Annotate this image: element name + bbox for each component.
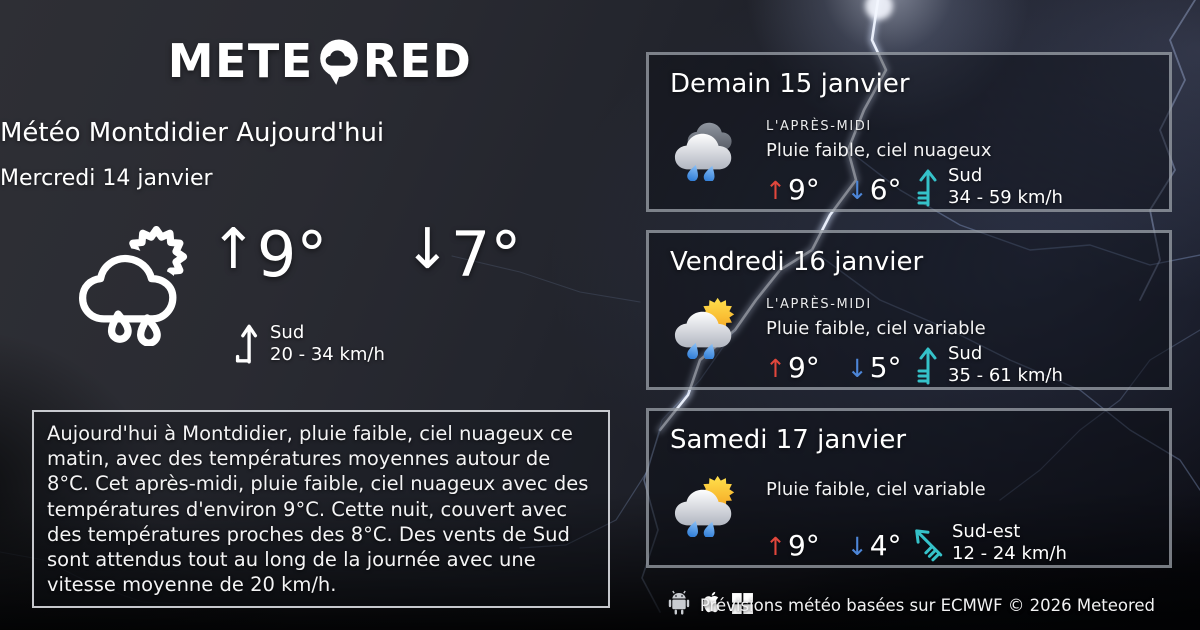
temp-up-arrow-icon (765, 532, 786, 561)
forecast-card-vendredi[interactable]: Vendredi 16 janvier L'APRÈS-MIDI Pluie f… (646, 230, 1172, 390)
card-wind: Sud 34 - 59 km/h (913, 165, 1063, 209)
wind-direction: Sud (948, 343, 983, 364)
period-label: L'APRÈS-MIDI (766, 297, 872, 312)
header: METE RED (0, 0, 640, 88)
wind-barb-icon (235, 324, 258, 364)
android-icon[interactable] (667, 590, 691, 616)
wind-direction: Sud-est (952, 521, 1021, 542)
wind-barb-icon (913, 165, 939, 209)
card-title: Samedi 17 janvier (670, 425, 907, 455)
temp-up-arrow-icon (210, 218, 257, 282)
platform-icons (667, 590, 754, 616)
temp-up-arrow-icon (765, 354, 786, 383)
logo-text-right: RED (362, 34, 473, 88)
meteored-logo[interactable]: METE RED (0, 34, 640, 88)
sun-behind-rain-cloud-icon (78, 226, 188, 346)
rain-cloud-icon (669, 115, 743, 181)
temp-down-arrow-icon (404, 218, 451, 282)
temps: 9° 5° (765, 351, 902, 384)
wind-speed: 34 - 59 km/h (948, 187, 1063, 208)
wind-speed: 12 - 24 km/h (952, 543, 1067, 564)
apple-icon[interactable] (700, 590, 722, 616)
date-subtitle: Mercredi 14 janvier (0, 166, 213, 191)
wind-speed: 35 - 61 km/h (948, 365, 1063, 386)
weather-summary: Aujourd'hui à Montdidier, pluie faible, … (32, 410, 610, 609)
condition-text: Pluie faible, ciel variable (766, 479, 986, 500)
wind-barb-southeast-icon (913, 524, 943, 563)
today-wind-speed: 20 - 34 km/h (270, 344, 385, 365)
attribution-text: Prévisions météo basées sur ECMWF © 2026… (699, 596, 1155, 615)
temp-up-arrow-icon (765, 176, 786, 205)
sun-rain-cloud-icon (669, 471, 743, 537)
forecast-card-demain[interactable]: Demain 15 janvier L'APRÈS-MIDI Pluie fai… (646, 52, 1172, 212)
card-title: Vendredi 16 janvier (670, 247, 924, 277)
forecast-card-samedi[interactable]: Samedi 17 janvier Pluie faible, ciel var… (646, 408, 1172, 568)
temp-down-arrow-icon (847, 354, 868, 383)
cloud-speech-bubble-icon (319, 39, 358, 85)
today-wind-direction: Sud (270, 322, 305, 343)
card-title: Demain 15 janvier (670, 69, 910, 99)
card-wind: Sud-est 12 - 24 km/h (913, 521, 1067, 565)
today-temp-min: 7° (404, 218, 521, 291)
temp-down-arrow-icon (847, 176, 868, 205)
period-label: L'APRÈS-MIDI (766, 119, 872, 134)
card-wind: Sud 35 - 61 km/h (913, 343, 1063, 387)
page-title: Météo Montdidier Aujourd'hui (0, 118, 385, 148)
temps: 9° 6° (765, 173, 902, 206)
sun-rain-cloud-icon (669, 293, 743, 359)
temps: 9° 4° (765, 529, 902, 562)
condition-text: Pluie faible, ciel variable (766, 318, 986, 339)
today-temp-max: 9° (210, 218, 327, 291)
windows-icon[interactable] (731, 592, 754, 615)
logo-text-left: METE (167, 34, 314, 88)
wind-barb-icon (913, 343, 939, 387)
condition-text: Pluie faible, ciel nuageux (766, 140, 992, 161)
temp-down-arrow-icon (847, 532, 868, 561)
today-wind: Sud 20 - 34 km/h (234, 320, 385, 366)
wind-direction: Sud (948, 165, 983, 186)
